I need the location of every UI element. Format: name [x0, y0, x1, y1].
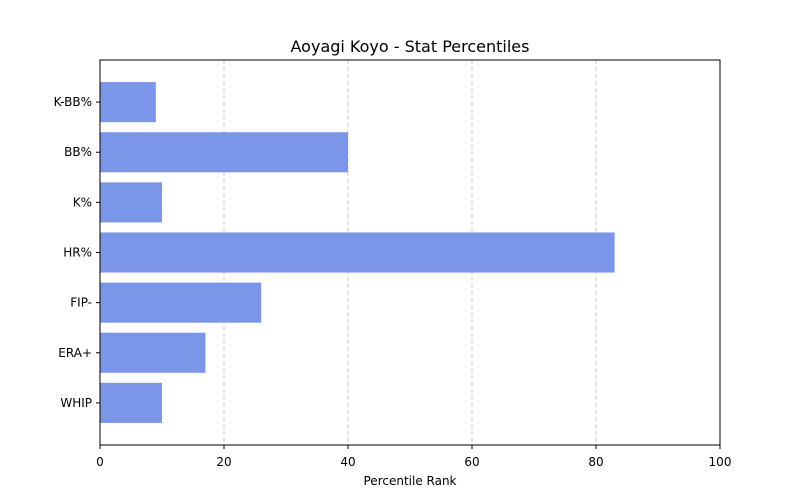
x-tick-label: 100: [709, 455, 732, 469]
bar-fip-: [100, 282, 262, 323]
bar-k-bb-: [100, 82, 156, 123]
chart-title: Aoyagi Koyo - Stat Percentiles: [291, 37, 530, 56]
y-tick-label: FIP-: [70, 296, 92, 310]
y-tick-label: ERA+: [58, 346, 92, 360]
x-tick-label: 80: [588, 455, 603, 469]
x-axis-label: Percentile Rank: [364, 474, 457, 488]
x-tick-label: 60: [464, 455, 479, 469]
bar-hr-: [100, 232, 615, 273]
y-tick-label: WHIP: [60, 396, 92, 410]
y-axis-ticks: WHIP ERA+ FIP- HR% K% BB% K-BB%: [54, 95, 100, 410]
bars: [100, 82, 615, 423]
y-tick-label: BB%: [64, 145, 92, 159]
bar-whip: [100, 382, 162, 423]
y-tick-label: K-BB%: [54, 95, 92, 109]
y-tick-label: K%: [73, 195, 92, 209]
x-tick-label: 20: [216, 455, 231, 469]
x-tick-label: 0: [96, 455, 104, 469]
y-tick-label: HR%: [63, 246, 92, 260]
bar-era-: [100, 332, 206, 373]
x-tick-label: 40: [340, 455, 355, 469]
x-axis-ticks: 0 20 40 60 80 100: [96, 445, 731, 469]
bar-k-: [100, 182, 162, 223]
bar-bb-: [100, 132, 348, 173]
